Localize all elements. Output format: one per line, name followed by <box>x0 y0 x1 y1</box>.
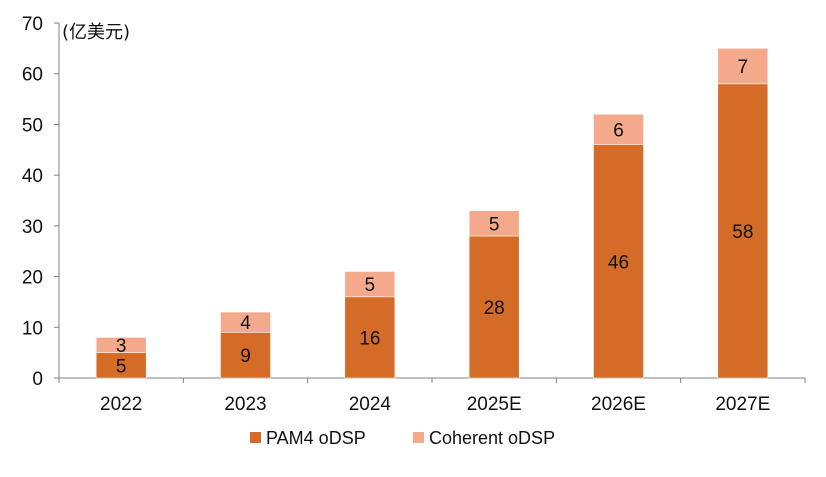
bar-segment-pam4 <box>95 352 147 379</box>
y-axis-unit-label: (亿美元) <box>62 22 130 43</box>
legend-label-coherent: Coherent oDSP <box>429 428 555 448</box>
bar-segment-pam4 <box>220 332 271 379</box>
x-tick-label: 2024 <box>349 394 392 415</box>
y-tick-label: 0 <box>32 369 43 390</box>
x-tick-label: 2026E <box>591 394 646 415</box>
legend-swatch-pam4 <box>250 432 261 443</box>
data-label-coherent: 5 <box>365 275 376 296</box>
y-tick-label: 50 <box>22 115 43 136</box>
y-axis: 0 10 20 30 40 50 60 70 <box>22 14 60 390</box>
bar-segment-coherent <box>220 311 271 333</box>
x-tick-label: 2023 <box>224 394 266 415</box>
y-tick-label: 70 <box>22 14 43 35</box>
y-tick-label: 60 <box>22 65 43 86</box>
data-label-pam4: 16 <box>359 328 380 349</box>
x-tick-label: 2027E <box>715 394 770 415</box>
x-tick-label: 2022 <box>100 394 142 415</box>
bar-segment-coherent <box>344 271 396 298</box>
bar-segment-coherent <box>468 210 520 237</box>
data-label-pam4: 46 <box>608 252 629 273</box>
data-label-coherent: 7 <box>738 57 749 78</box>
data-label-coherent: 6 <box>613 121 624 142</box>
bar-segment-coherent <box>717 48 769 85</box>
legend: PAM4 oDSP Coherent oDSP <box>250 428 555 448</box>
y-tick-label: 20 <box>22 268 43 289</box>
x-tick-label: 2025E <box>467 394 522 415</box>
data-label-pam4: 9 <box>240 346 251 367</box>
bar-segment-pam4 <box>717 83 769 379</box>
y-tick-label: 30 <box>22 217 43 238</box>
legend-label-pam4: PAM4 oDSP <box>266 428 366 448</box>
data-label-pam4: 5 <box>116 356 127 377</box>
bar-segment-pam4 <box>344 296 396 379</box>
data-label-pam4: 28 <box>484 298 505 319</box>
bar-segment-pam4 <box>593 144 644 379</box>
y-tick-label: 40 <box>22 166 43 187</box>
legend-swatch-coherent <box>413 432 424 443</box>
data-label-pam4: 58 <box>732 222 753 243</box>
data-label-coherent: 5 <box>489 214 500 235</box>
x-axis: 2022 2023 2024 2025E 2026E 2027E <box>58 377 806 415</box>
bar-segment-coherent <box>593 114 644 145</box>
data-label-coherent: 3 <box>116 336 127 357</box>
y-tick-label: 10 <box>22 318 43 339</box>
bar-segment-pam4 <box>468 235 520 379</box>
bar-segment-coherent <box>95 337 147 353</box>
data-label-coherent: 4 <box>240 313 251 334</box>
